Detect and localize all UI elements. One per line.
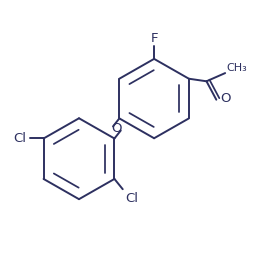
Text: CH₃: CH₃	[226, 62, 247, 73]
Text: Cl: Cl	[14, 132, 27, 145]
Text: O: O	[112, 122, 122, 135]
Text: F: F	[150, 32, 158, 45]
Text: O: O	[220, 92, 231, 105]
Text: Cl: Cl	[125, 192, 138, 205]
